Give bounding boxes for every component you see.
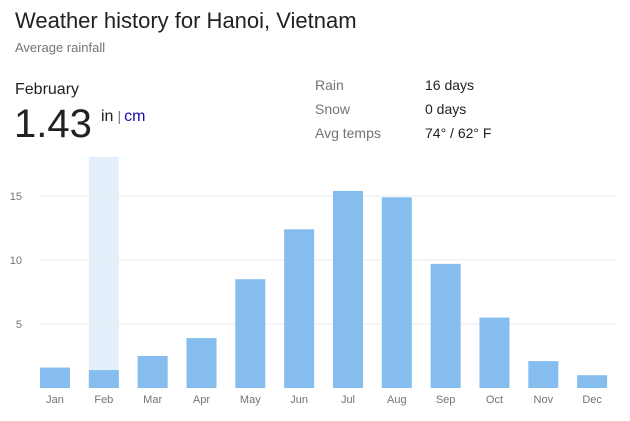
bar-nov[interactable]: [528, 361, 559, 388]
unit-separator: |: [117, 108, 122, 124]
page-title: Weather history for Hanoi, Vietnam: [15, 8, 357, 33]
stat-value: 74° / 62° F: [425, 125, 492, 141]
y-tick-label: 15: [10, 191, 22, 203]
stat-label: Rain: [315, 77, 344, 93]
bar-dec[interactable]: [577, 375, 608, 388]
x-tick-label: Sep: [436, 394, 456, 406]
x-tick-label: Jun: [290, 394, 308, 406]
stat-row-rain: Rain 16 days: [315, 77, 491, 101]
bar-feb[interactable]: [88, 370, 119, 388]
bar-jan[interactable]: [40, 367, 70, 388]
x-tick-label: Nov: [534, 394, 554, 406]
bar-may[interactable]: [235, 279, 266, 388]
stat-value: 16 days: [425, 77, 475, 93]
y-tick-label: 5: [16, 319, 22, 331]
page-subtitle: Average rainfall: [15, 40, 106, 55]
bar-jun[interactable]: [284, 229, 315, 388]
bar-aug[interactable]: [381, 197, 412, 388]
bar-apr[interactable]: [186, 338, 217, 388]
bar-oct[interactable]: [479, 317, 510, 388]
bar-jul[interactable]: [332, 190, 363, 388]
x-tick-label: May: [240, 394, 261, 406]
x-tick-label: Dec: [582, 394, 602, 406]
x-tick-label: Feb: [94, 394, 113, 406]
x-tick-label: Mar: [143, 394, 162, 406]
x-tick-label: Apr: [193, 394, 210, 406]
selected-month: February: [15, 81, 80, 98]
selected-month-highlight: [88, 157, 119, 388]
stat-label: Avg temps: [315, 125, 381, 141]
stat-row-snow: Snow 0 days: [315, 101, 491, 125]
stat-value: 0 days: [425, 101, 467, 117]
bar-sep[interactable]: [430, 263, 461, 388]
unit-cm-link[interactable]: cm: [124, 108, 146, 125]
x-tick-label: Jul: [341, 394, 355, 406]
x-tick-label: Oct: [486, 394, 503, 406]
unit-in-label[interactable]: in: [101, 108, 114, 125]
stats-table: Rain 16 days Snow 0 days Avg temps 74° / 62…: [315, 77, 491, 149]
unit-toggle: in | cm: [101, 108, 145, 126]
selected-rainfall-value: 1.43: [14, 102, 92, 146]
stat-label: Snow: [315, 101, 351, 117]
y-tick-label: 10: [10, 255, 22, 267]
stat-row-avg-temps: Avg temps 74° / 62° F: [315, 125, 491, 149]
x-tick-label: Jan: [46, 394, 64, 406]
x-tick-label: Aug: [387, 394, 407, 406]
bar-mar[interactable]: [137, 356, 168, 388]
